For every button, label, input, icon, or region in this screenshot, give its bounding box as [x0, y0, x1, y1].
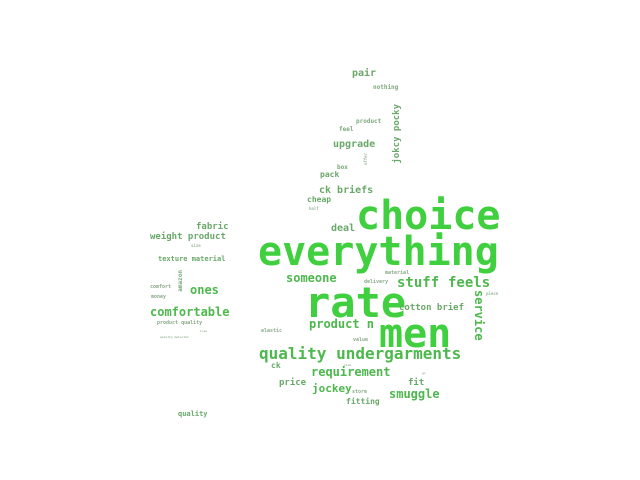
- word-quality-undergarments: quality undergarments: [259, 344, 462, 363]
- word-product-quality: product quality: [157, 320, 203, 326]
- word-item: item: [344, 363, 352, 367]
- word-comfort: comfort: [150, 284, 172, 290]
- word-material: material: [385, 270, 410, 276]
- word-elastic: elastic: [261, 328, 283, 334]
- word-offer: offer: [363, 153, 368, 166]
- word-box: box: [337, 164, 348, 171]
- word-service: service: [472, 290, 486, 341]
- word-ck: ck: [271, 361, 281, 370]
- word-money: money: [151, 294, 167, 300]
- word-upgrade: upgrade: [333, 139, 376, 150]
- word-quality-material: quality material: [160, 335, 189, 339]
- word-cheap: cheap: [307, 195, 332, 204]
- word-feels: feels: [448, 275, 491, 291]
- word-quality: quality: [178, 410, 208, 418]
- word-someone: someone: [286, 271, 337, 285]
- word-rate: rate: [305, 278, 407, 327]
- word-size: size: [191, 243, 201, 248]
- word-comfortable: comfortable: [150, 305, 230, 319]
- word-value: value: [353, 337, 369, 343]
- word-requirement: requirement: [311, 365, 391, 379]
- word-half: half: [309, 206, 319, 211]
- word-feel: feel: [339, 126, 354, 133]
- word-jokcy-pocky: jokcy pocky: [392, 104, 402, 164]
- word-pair: pair: [352, 68, 377, 79]
- word-fabric: fabric: [196, 222, 229, 232]
- word-weight-product: weight product: [150, 232, 226, 242]
- word-ones: ones: [190, 283, 219, 297]
- word-stuff: stuff: [397, 275, 440, 291]
- word-pack: pack: [320, 170, 340, 179]
- word-store: store: [352, 389, 368, 395]
- word-choice: choice: [356, 193, 501, 239]
- word-cotton-brief: cotton brief: [399, 303, 465, 313]
- word-product-n: product n: [309, 317, 375, 331]
- word-texture-material: texture material: [158, 255, 226, 263]
- word-piece: piece: [486, 291, 499, 296]
- word-everything: everything: [258, 229, 499, 275]
- word-ck-briefs: ck briefs: [319, 185, 374, 196]
- word-product: product: [356, 118, 382, 125]
- word-deal: deal: [331, 223, 356, 234]
- word-love: love: [200, 329, 208, 333]
- word-delivery: delivery: [364, 279, 389, 285]
- word-nothing: nothing: [373, 84, 399, 91]
- word-fit: fit: [408, 378, 425, 388]
- word-smuggle: smuggle: [389, 387, 440, 401]
- word-go: go: [422, 371, 426, 375]
- word-fitting: fitting: [346, 397, 380, 406]
- word-jockey: jockey: [312, 382, 352, 395]
- word-amazon: amazon: [177, 270, 184, 292]
- word-men: men: [379, 311, 452, 357]
- word-price: price: [279, 378, 307, 388]
